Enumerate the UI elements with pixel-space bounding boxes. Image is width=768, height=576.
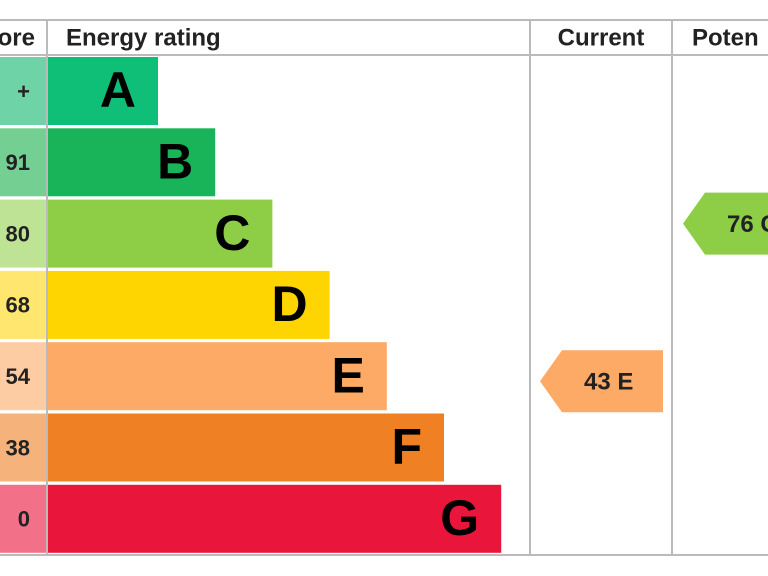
rating-letter: B xyxy=(157,134,193,190)
header: Energy rating xyxy=(66,24,221,51)
score-cell xyxy=(0,413,46,482)
header: ore xyxy=(0,24,35,51)
score-cell xyxy=(0,484,46,553)
rating-bar xyxy=(48,57,158,125)
score-cell xyxy=(0,199,46,268)
rating-bar xyxy=(48,484,502,553)
score-label: 91 xyxy=(6,150,30,175)
score-label: 38 xyxy=(6,435,30,460)
rating-letter: D xyxy=(271,276,307,332)
header: Current xyxy=(558,24,645,51)
rating-letter: C xyxy=(214,205,250,261)
rating-pointer-label: 76 C xyxy=(727,211,768,238)
score-label: 80 xyxy=(6,221,30,246)
score-cell xyxy=(0,128,46,197)
score-cell xyxy=(0,57,46,125)
header: Poten xyxy=(692,24,759,51)
rating-letter: G xyxy=(440,490,479,546)
score-label: + xyxy=(17,79,30,104)
score-label: 68 xyxy=(6,293,30,318)
rating-pointer xyxy=(683,192,768,255)
score-cell xyxy=(0,342,46,411)
rating-letter: A xyxy=(100,62,136,118)
rating-letter: F xyxy=(391,419,422,475)
rating-bar xyxy=(48,413,444,482)
rating-letter: E xyxy=(331,347,364,403)
score-cell xyxy=(0,270,46,339)
rating-bar xyxy=(48,199,273,268)
rating-bar xyxy=(48,270,330,339)
rating-pointer-label: 43 E xyxy=(584,369,633,396)
score-label: 54 xyxy=(6,364,31,389)
rating-bar xyxy=(48,342,387,411)
rating-bar xyxy=(48,128,216,197)
score-label: 0 xyxy=(18,507,30,532)
rating-pointer xyxy=(540,350,663,413)
